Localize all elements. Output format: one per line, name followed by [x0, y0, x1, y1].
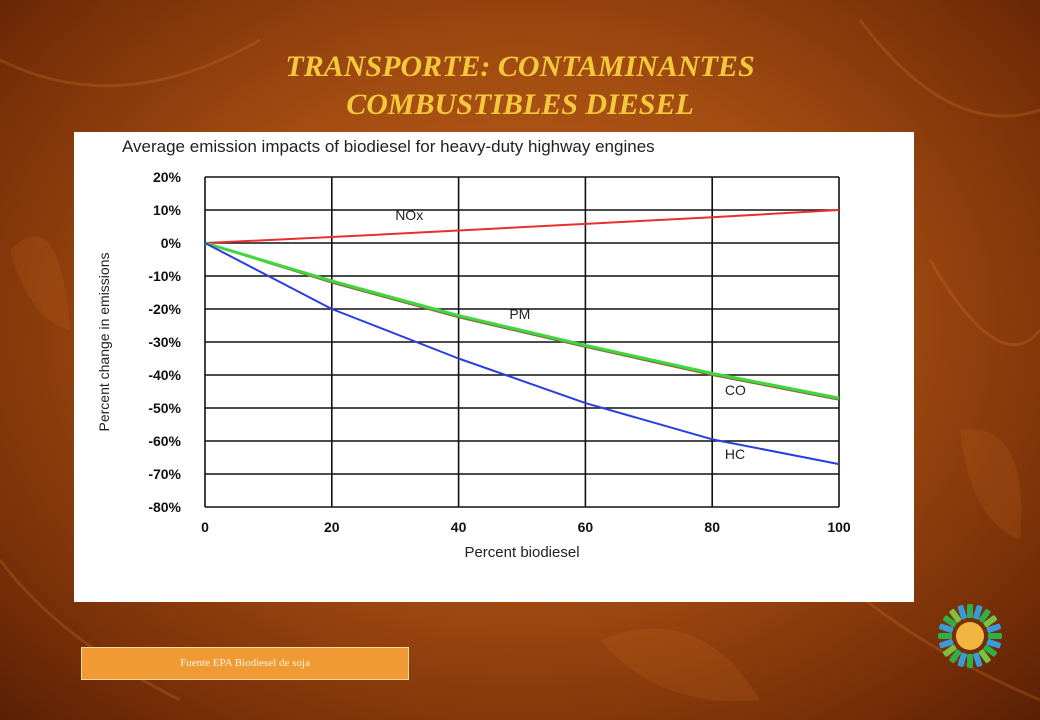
y-tick-label: -70% [148, 466, 181, 482]
logo-center [956, 622, 984, 650]
slide-title: TRANSPORTE: CONTAMINANTES COMBUSTIBLES D… [0, 48, 1040, 124]
logo-segment [988, 633, 1002, 639]
logo-segment [986, 639, 1001, 649]
series-line-co [204, 241, 840, 400]
logo-segment [983, 615, 998, 628]
series-line-nox [204, 209, 840, 244]
y-tick-label: -80% [148, 499, 181, 515]
y-tick-label: -50% [148, 400, 181, 416]
logo-segment [949, 608, 962, 623]
series-layer [204, 209, 840, 466]
label-layer: 20% 10% 0% -10% -20% -30% -40% -50% -60% -70% -80%… [148, 169, 851, 535]
y-tick-label: 20% [153, 169, 182, 185]
series-label-pm: PM [509, 306, 530, 322]
logo-segment [942, 644, 957, 657]
series-line-hc [204, 242, 840, 466]
x-axis-title: Percent biodiesel [464, 544, 579, 561]
y-tick-label: -40% [148, 367, 181, 383]
slide-title-line-2: COMBUSTIBLES DIESEL [346, 88, 694, 121]
x-tick-label: 0 [201, 519, 209, 535]
logo-segment [957, 652, 967, 667]
series-label-co: CO [725, 382, 746, 398]
y-tick-label: -10% [148, 268, 181, 284]
x-tick-label: 100 [827, 519, 851, 535]
source-caption: Fuente EPA Biodiesel de soja [81, 647, 409, 680]
logo-segment [967, 604, 973, 618]
x-tick-label: 60 [578, 519, 594, 535]
logo-segment [942, 615, 957, 628]
grid-layer [204, 176, 840, 508]
y-tick-label: -30% [148, 334, 181, 350]
chart-panel: Average emission impacts of biodiesel fo… [74, 132, 914, 602]
x-tick-label: 40 [451, 519, 467, 535]
logo-segment [967, 654, 973, 668]
y-tick-label: 0% [161, 235, 182, 251]
y-tick-label: -20% [148, 301, 181, 317]
logo-segment [939, 639, 954, 649]
y-axis-title: Percent change in emissions [96, 253, 112, 432]
logo-segment [939, 623, 954, 633]
logo-segment [973, 652, 983, 667]
series-label-hc: HC [725, 446, 745, 462]
series-label-nox: NOx [395, 207, 423, 223]
logo-segment [973, 605, 983, 620]
logo-segment [978, 608, 991, 623]
logo-segment [957, 605, 967, 620]
logo-segment [938, 633, 952, 639]
logo-segment [949, 649, 962, 664]
x-tick-label: 80 [704, 519, 720, 535]
recycling-ring-logo-icon [938, 604, 1002, 668]
y-tick-label: 10% [153, 202, 182, 218]
slide-title-line-1: TRANSPORTE: CONTAMINANTES [285, 50, 755, 83]
logo-segment [986, 623, 1001, 633]
logo-segment [983, 644, 998, 657]
emissions-line-chart: Average emission impacts of biodiesel fo… [96, 137, 851, 561]
y-tick-label: -60% [148, 433, 181, 449]
logo-segment [978, 649, 991, 664]
x-tick-label: 20 [324, 519, 340, 535]
chart-title: Average emission impacts of biodiesel fo… [122, 137, 655, 156]
